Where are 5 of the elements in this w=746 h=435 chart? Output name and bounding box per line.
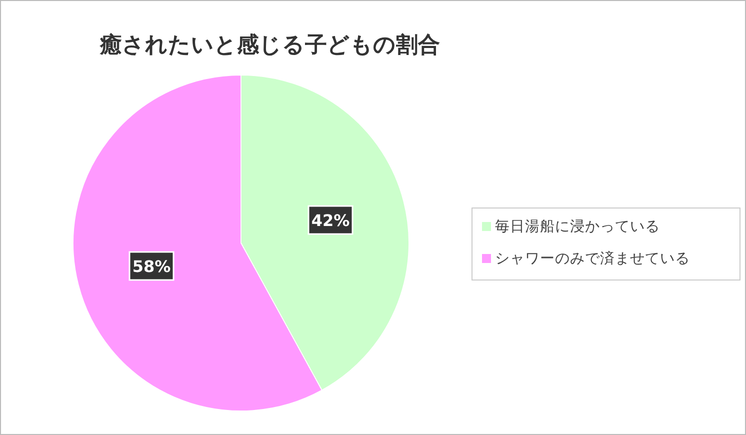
data-label: 58% (132, 256, 171, 276)
data-label: 42% (311, 211, 350, 230)
legend-label: 毎日湯船に浸かっている (495, 218, 660, 235)
legend-label: シャワーのみで済ませている (495, 250, 690, 267)
chart-title: 癒されたいと感じる子どもの割合 (99, 32, 440, 58)
